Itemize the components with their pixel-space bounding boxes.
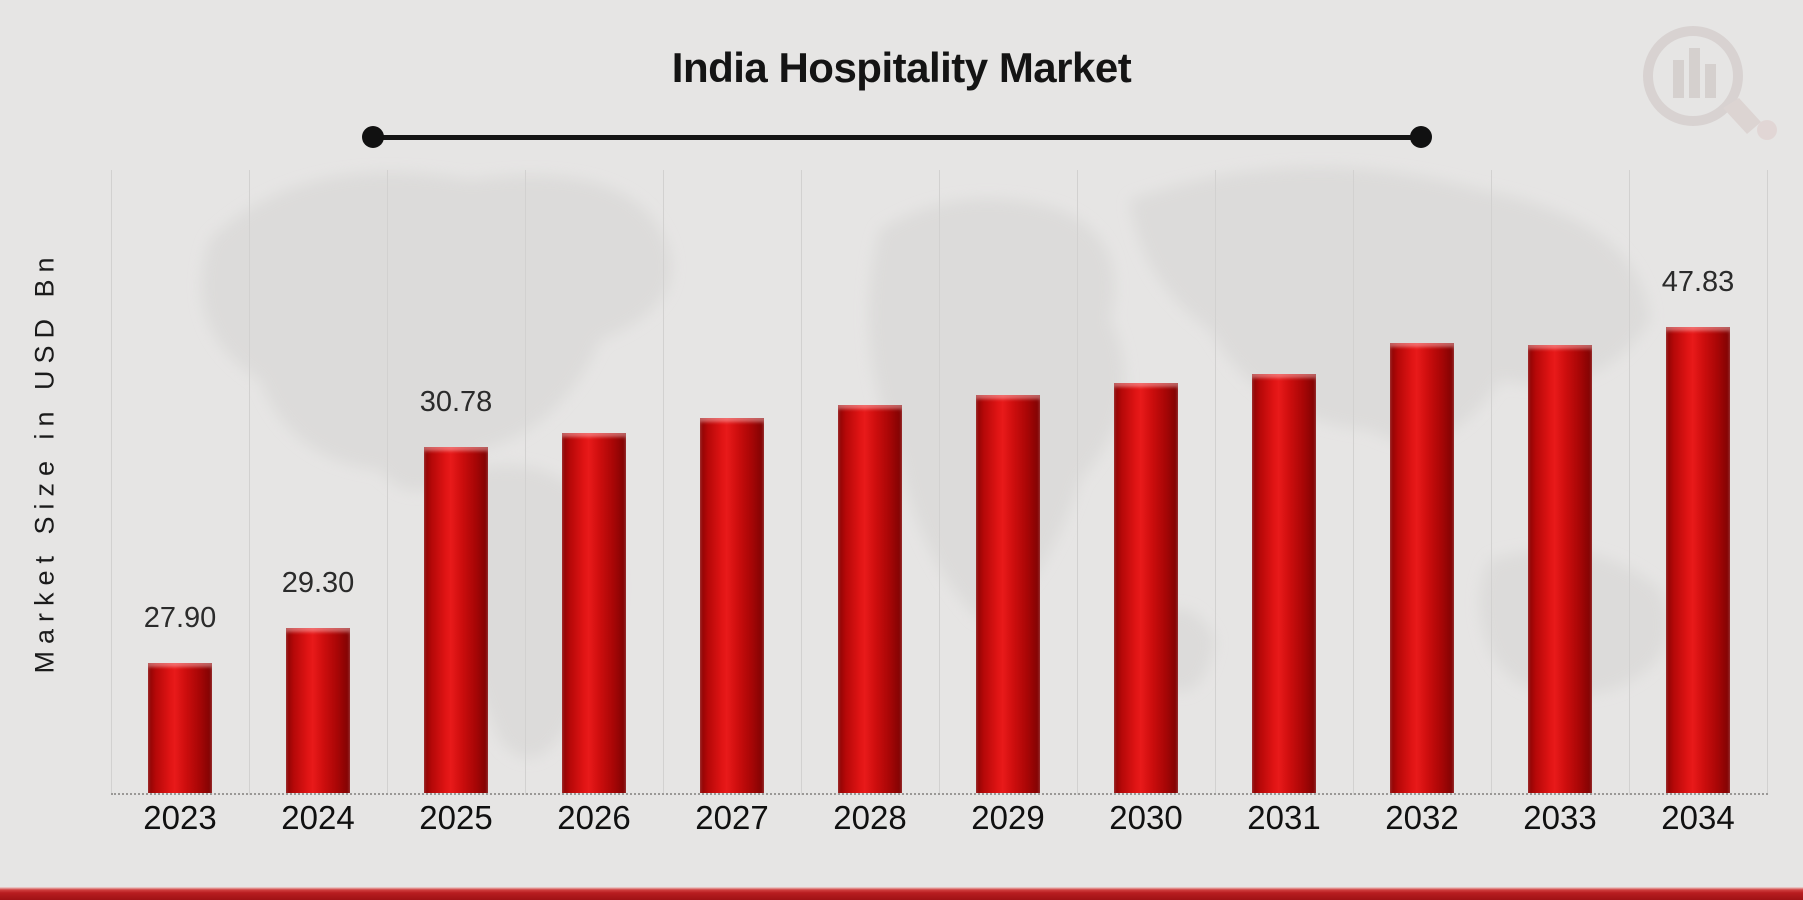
x-label-2023: 2023 [143, 799, 217, 836]
title-span-line [362, 126, 1432, 148]
bar-2025 [424, 447, 488, 793]
bar-slot-2032 [1353, 170, 1491, 793]
value-label-2034: 47.83 [1661, 266, 1735, 298]
bar-2024 [286, 628, 350, 793]
bar-2032 [1390, 343, 1454, 793]
bar-slot-2031 [1215, 170, 1353, 793]
bar-slot-2024: 29.30 [249, 170, 387, 793]
bar-slot-2034: 47.83 [1629, 170, 1767, 793]
value-label-2024: 29.30 [281, 567, 355, 599]
x-axis-labels: 2023 2024 2025 2026 2027 2028 2029 2030 2031 2032… [111, 799, 1768, 841]
bar-2030 [1114, 383, 1178, 793]
x-label-2030: 2030 [1109, 799, 1183, 836]
value-label-2025: 30.78 [419, 386, 493, 418]
plot-area: 27.90 29.30 30.78 47.83 [111, 170, 1768, 795]
bar-slot-2029 [939, 170, 1077, 793]
bar-2029 [976, 395, 1040, 793]
bar-2031 [1252, 374, 1316, 793]
x-label-2034: 2034 [1661, 799, 1735, 836]
bar-2027 [700, 418, 764, 793]
magnifier-bar-chart-logo-icon [1643, 26, 1777, 140]
bar-slot-2027 [663, 170, 801, 793]
value-label-2023: 27.90 [143, 602, 217, 634]
bar-slot-2026 [525, 170, 663, 793]
y-axis-title: Market Size in USD Bn [29, 250, 60, 674]
bar-slot-2028 [801, 170, 939, 793]
bar-slot-2025: 30.78 [387, 170, 525, 793]
x-label-2033: 2033 [1523, 799, 1597, 836]
x-label-2027: 2027 [695, 799, 769, 836]
bar-2023 [148, 663, 212, 793]
chart-title: India Hospitality Market [671, 44, 1132, 91]
x-label-2029: 2029 [971, 799, 1045, 836]
bar-2034 [1666, 327, 1730, 793]
x-label-2024: 2024 [281, 799, 355, 836]
x-label-2031: 2031 [1247, 799, 1321, 836]
bar-2028 [838, 405, 902, 793]
x-label-2032: 2032 [1385, 799, 1459, 836]
bar-slot-2023: 27.90 [111, 170, 249, 793]
x-label-2028: 2028 [833, 799, 907, 836]
bar-2033 [1528, 345, 1592, 793]
bar-slot-2033 [1491, 170, 1629, 793]
bar-2026 [562, 433, 626, 793]
x-label-2025: 2025 [419, 799, 493, 836]
bar-slot-2030 [1077, 170, 1215, 793]
x-label-2026: 2026 [557, 799, 631, 836]
bottom-red-strip [0, 887, 1803, 900]
